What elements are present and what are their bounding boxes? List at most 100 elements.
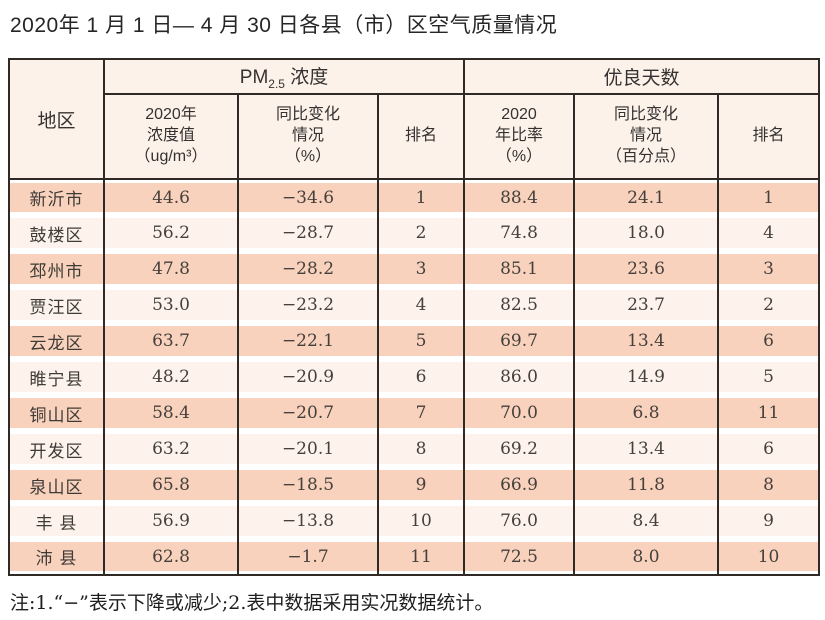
cell-good-change: 6.8 — [573, 395, 719, 431]
cell-pm-value: 48.2 — [103, 359, 239, 395]
cell-good-change: 23.6 — [573, 251, 719, 287]
cell-good-rate: 86.0 — [463, 359, 575, 395]
cell-pm-rank: 6 — [377, 359, 465, 395]
cell-region: 睢宁县 — [8, 359, 105, 395]
cell-region: 鼓楼区 — [8, 215, 105, 251]
cell-good-change: 13.4 — [573, 323, 719, 359]
header-sub-row: 2020年 浓度值 （ug/m³） 同比变化 情况 （%） 排名 2020 年比… — [9, 94, 821, 180]
cell-good-change: 23.7 — [573, 287, 719, 323]
cell-good-rate: 70.0 — [463, 395, 575, 431]
cell-pm-change: −20.1 — [237, 431, 379, 467]
cell-good-change: 8.4 — [573, 503, 719, 539]
cell-pm-rank: 1 — [377, 179, 465, 215]
header-pm-change: 同比变化 情况 （%） — [237, 94, 379, 180]
cell-pm-value: 47.8 — [103, 251, 239, 287]
cell-pm-rank: 10 — [377, 503, 465, 539]
cell-pm-rank: 5 — [377, 323, 465, 359]
cell-region: 贾汪区 — [8, 287, 105, 323]
cell-good-rate: 69.2 — [463, 431, 575, 467]
cell-good-rate: 69.7 — [463, 323, 575, 359]
cell-good-rank: 11 — [716, 395, 821, 431]
table-row: 睢宁县 48.2 −20.9 6 86.0 14.9 5 — [8, 359, 821, 395]
table-body: 新沂市 44.6 −34.6 1 88.4 24.1 1 鼓楼区 56.2 −2… — [8, 179, 821, 575]
cell-good-rank: 1 — [716, 179, 821, 215]
cell-pm-change: −20.9 — [237, 359, 379, 395]
cell-good-rate: 72.5 — [463, 539, 575, 575]
cell-good-rate: 85.1 — [463, 251, 575, 287]
cell-good-change: 24.1 — [573, 179, 719, 215]
header-good-rank: 排名 — [716, 94, 821, 180]
cell-pm-change: −28.7 — [237, 215, 379, 251]
cell-good-rank: 3 — [716, 251, 821, 287]
cell-good-rank: 8 — [716, 467, 821, 503]
cell-pm-value: 56.2 — [103, 215, 239, 251]
cell-pm-rank: 7 — [377, 395, 465, 431]
air-quality-table: 地区 PM2.5 浓度 优良天数 2020年 浓度值 （ug/m³） 同比变化 … — [8, 58, 821, 576]
cell-good-rate: 76.0 — [463, 503, 575, 539]
page-title: 2020年 1 月 1 日— 4 月 30 日各县（市）区空气质量情况 — [10, 14, 558, 37]
table-row: 鼓楼区 56.2 −28.7 2 74.8 18.0 4 — [8, 215, 821, 251]
cell-good-rank: 9 — [716, 503, 821, 539]
cell-good-rate: 82.5 — [463, 287, 575, 323]
table-header: 地区 PM2.5 浓度 优良天数 2020年 浓度值 （ug/m³） 同比变化 … — [8, 59, 821, 180]
cell-pm-rank: 2 — [377, 215, 465, 251]
footnote: 注:1.“−”表示下降或减少;2.表中数据采用实况数据统计。 — [10, 592, 494, 614]
cell-good-rate: 66.9 — [463, 467, 575, 503]
cell-good-rate: 74.8 — [463, 215, 575, 251]
cell-pm-change: −28.2 — [237, 251, 379, 287]
cell-region: 开发区 — [8, 431, 105, 467]
cell-pm-value: 65.8 — [103, 467, 239, 503]
cell-pm-value: 58.4 — [103, 395, 239, 431]
header-group-row: 地区 PM2.5 浓度 优良天数 — [8, 59, 821, 180]
cell-good-rank: 2 — [716, 287, 821, 323]
cell-pm-value: 56.9 — [103, 503, 239, 539]
header-pm-value: 2020年 浓度值 （ug/m³） — [103, 94, 239, 180]
pm-group-prefix: PM — [239, 67, 269, 89]
header-pm-rank: 排名 — [377, 94, 465, 180]
cell-region: 沛 县 — [8, 539, 105, 575]
header-pm-group: PM2.5 浓度 — [103, 59, 465, 95]
header-region: 地区 — [8, 59, 105, 180]
cell-good-rank: 10 — [716, 539, 821, 575]
cell-pm-rank: 11 — [377, 539, 465, 575]
cell-pm-change: −34.6 — [237, 179, 379, 215]
cell-good-change: 8.0 — [573, 539, 719, 575]
cell-good-rank: 5 — [716, 359, 821, 395]
cell-good-rank: 6 — [716, 431, 821, 467]
cell-pm-change: −20.7 — [237, 395, 379, 431]
cell-good-rank: 6 — [716, 323, 821, 359]
cell-pm-change: −22.1 — [237, 323, 379, 359]
table-row: 邳州市 47.8 −28.2 3 85.1 23.6 3 — [8, 251, 821, 287]
cell-good-change: 18.0 — [573, 215, 719, 251]
table-row: 铜山区 58.4 −20.7 7 70.0 6.8 11 — [8, 395, 821, 431]
cell-pm-change: −13.8 — [237, 503, 379, 539]
cell-pm-change: −18.5 — [237, 467, 379, 503]
pm-group-suffix: 浓度 — [284, 67, 329, 89]
cell-region: 新沂市 — [8, 179, 105, 215]
cell-good-rank: 4 — [716, 215, 821, 251]
cell-region: 泉山区 — [8, 467, 105, 503]
table-row: 泉山区 65.8 −18.5 9 66.9 11.8 8 — [8, 467, 821, 503]
table-row: 贾汪区 53.0 −23.2 4 82.5 23.7 2 — [8, 287, 821, 323]
cell-pm-value: 63.2 — [103, 431, 239, 467]
cell-pm-rank: 4 — [377, 287, 465, 323]
cell-pm-change: −23.2 — [237, 287, 379, 323]
header-good-days-group: 优良天数 — [462, 59, 821, 95]
pm-group-subscript: 2.5 — [268, 76, 285, 91]
cell-region: 丰 县 — [8, 503, 105, 539]
cell-pm-rank: 8 — [377, 431, 465, 467]
table-row: 沛 县 62.8 −1.7 11 72.5 8.0 10 — [8, 539, 821, 575]
cell-good-change: 13.4 — [573, 431, 719, 467]
table-row: 新沂市 44.6 −34.6 1 88.4 24.1 1 — [8, 179, 821, 215]
cell-pm-rank: 9 — [377, 467, 465, 503]
header-good-rate: 2020 年比率 （%） — [463, 94, 575, 180]
table-row: 云龙区 63.7 −22.1 5 69.7 13.4 6 — [8, 323, 821, 359]
cell-good-rate: 88.4 — [463, 179, 575, 215]
header-good-change: 同比变化 情况 （百分点） — [573, 94, 719, 180]
table-row: 丰 县 56.9 −13.8 10 76.0 8.4 9 — [8, 503, 821, 539]
cell-pm-rank: 3 — [377, 251, 465, 287]
cell-good-change: 11.8 — [573, 467, 719, 503]
cell-pm-value: 44.6 — [103, 179, 239, 215]
cell-pm-value: 53.0 — [103, 287, 239, 323]
cell-pm-value: 63.7 — [103, 323, 239, 359]
